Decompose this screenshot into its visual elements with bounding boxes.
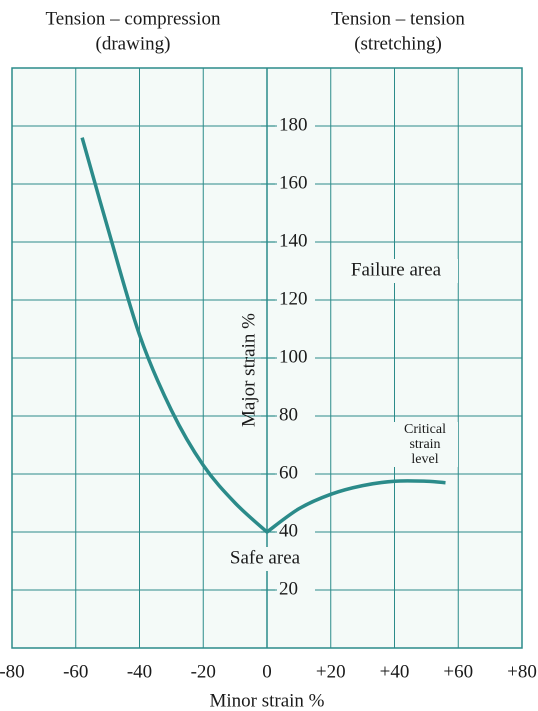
label-bg xyxy=(334,259,458,283)
x-tick-label: 0 xyxy=(262,661,272,682)
y-tick-label-bg xyxy=(277,406,315,426)
y-tick-label-bg xyxy=(277,116,315,136)
y-tick-label-bg xyxy=(277,522,315,542)
y-tick-label: 180 xyxy=(279,114,308,135)
y-axis-label: Major strain % xyxy=(238,313,259,427)
y-tick-label-bg xyxy=(277,464,315,484)
header-text: (stretching) xyxy=(354,33,442,54)
x-tick-label: -60 xyxy=(63,661,88,682)
label-bg xyxy=(392,422,458,437)
region-label: Failure area xyxy=(351,259,442,280)
x-tick-label: -40 xyxy=(127,661,152,682)
y-tick-label: 60 xyxy=(279,462,298,483)
curve-label: strain xyxy=(409,437,440,452)
label-bg xyxy=(392,452,458,467)
y-tick-label-bg xyxy=(277,232,315,252)
x-axis-label: Minor strain % xyxy=(209,690,324,711)
y-tick-label-bg xyxy=(277,174,315,194)
x-tick-label: -80 xyxy=(0,661,25,682)
x-tick-label: +80 xyxy=(507,661,537,682)
y-tick-label: 40 xyxy=(279,520,298,541)
region-label: Safe area xyxy=(230,547,301,568)
y-tick-label: 160 xyxy=(279,172,308,193)
x-tick-label: +20 xyxy=(316,661,346,682)
y-tick-label-bg xyxy=(277,348,315,368)
y-tick-label: 100 xyxy=(279,346,308,367)
curve-label: Critical xyxy=(404,422,446,437)
y-tick-label-bg xyxy=(277,290,315,310)
x-tick-label: +40 xyxy=(380,661,410,682)
y-tick-label: 120 xyxy=(279,288,308,309)
curve xyxy=(80,137,446,534)
y-tick-label: 140 xyxy=(279,230,308,251)
y-tick-label-bg xyxy=(277,580,315,600)
curve-label: level xyxy=(411,452,438,467)
header-text: (drawing) xyxy=(96,33,171,54)
y-tick-label: 80 xyxy=(279,404,298,425)
y-tick-label: 20 xyxy=(279,578,298,599)
header-text: Tension – compression xyxy=(46,8,221,29)
x-tick-label: -20 xyxy=(191,661,216,682)
label-bg xyxy=(392,437,458,452)
label-bg xyxy=(218,547,312,571)
x-tick-label: +60 xyxy=(443,661,473,682)
header-text: Tension – tension xyxy=(331,8,465,29)
